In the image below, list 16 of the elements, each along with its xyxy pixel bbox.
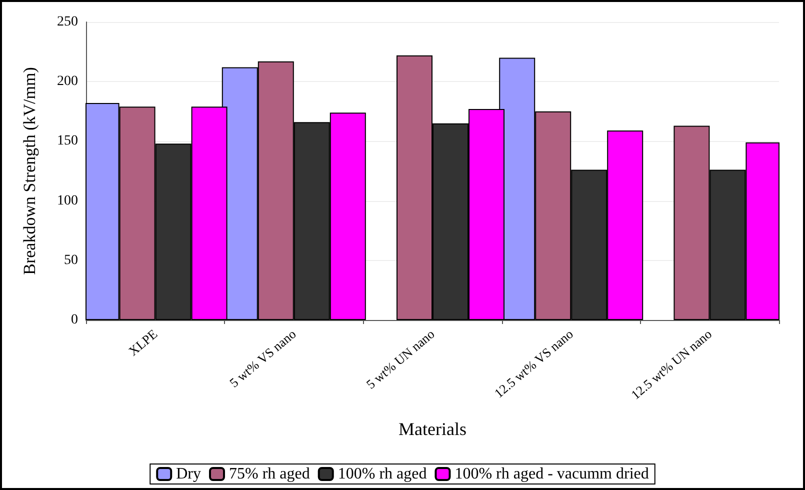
legend-label: Dry	[176, 466, 202, 482]
y-tick-label: 50	[64, 252, 78, 268]
x-tick-label: 12.5 wt% VS nano	[491, 326, 576, 401]
x-tick-label: 5 wt% UN nano	[363, 326, 438, 392]
legend-label: 75% rh aged	[229, 466, 310, 482]
y-tick-label: 200	[57, 74, 78, 90]
y-tick-label: 250	[57, 14, 78, 30]
x-tick-label: 12.5 wt% UN nano	[628, 326, 715, 402]
y-tick-label: 150	[57, 134, 78, 149]
legend-label: 100% rh aged - vacumm dried	[454, 466, 649, 482]
x-axis-title: Materials	[398, 419, 466, 439]
y-tick-label: 0	[71, 312, 78, 328]
y-tick-label: 100	[57, 193, 78, 208]
x-tick-label: 5 wt% VS nano	[226, 326, 299, 390]
legend-label: 100% rh aged	[338, 466, 427, 482]
y-axis-title: Breakdown Strength (kV/mm)	[20, 67, 39, 275]
